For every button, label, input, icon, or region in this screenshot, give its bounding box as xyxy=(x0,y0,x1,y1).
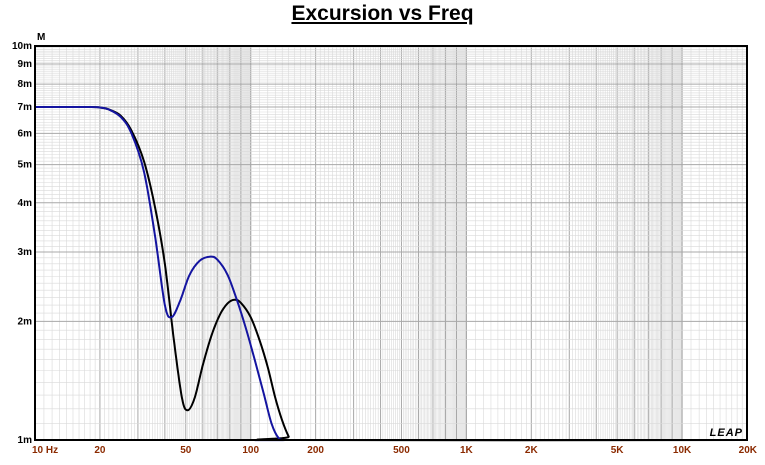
grid-layer xyxy=(35,46,747,440)
y-tick-label: 5m xyxy=(18,160,33,171)
x-tick-label: 50 xyxy=(180,445,192,456)
y-tick-label: 9m xyxy=(18,59,33,70)
y-tick-label: 4m xyxy=(18,198,33,209)
y-tick-label: 3m xyxy=(18,247,33,258)
x-tick-label: 2K xyxy=(525,445,539,456)
label-layer: 1m 2m 3m 4m 5m 6m 7m 8m 9m 10m 10 Hz 20 50 100 200 500 1… xyxy=(12,41,758,456)
x-tick-label: 1K xyxy=(460,445,474,456)
y-tick-label: 1m xyxy=(18,435,33,446)
y-tick-label: 10m xyxy=(12,41,32,52)
y-tick-label: 2m xyxy=(18,316,33,327)
x-tick-label: 20K xyxy=(739,445,758,456)
y-tick-label: 6m xyxy=(18,128,33,139)
x-tick-label: 10K xyxy=(673,445,692,456)
x-tick-label: 5K xyxy=(611,445,625,456)
y-tick-label: 8m xyxy=(18,79,33,90)
y-tick-label: 7m xyxy=(18,102,33,113)
leap-logo-text: LEAP xyxy=(710,427,743,439)
chart-title: Excursion vs Freq xyxy=(291,2,474,25)
y-unit-label: M xyxy=(37,32,45,43)
x-tick-label: 500 xyxy=(393,445,410,456)
x-tick-label: 20 xyxy=(94,445,106,456)
x-tick-label: 200 xyxy=(307,445,324,456)
x-tick-label: 10 Hz xyxy=(32,445,58,456)
plot-border xyxy=(34,45,748,441)
x-tick-label: 100 xyxy=(242,445,259,456)
